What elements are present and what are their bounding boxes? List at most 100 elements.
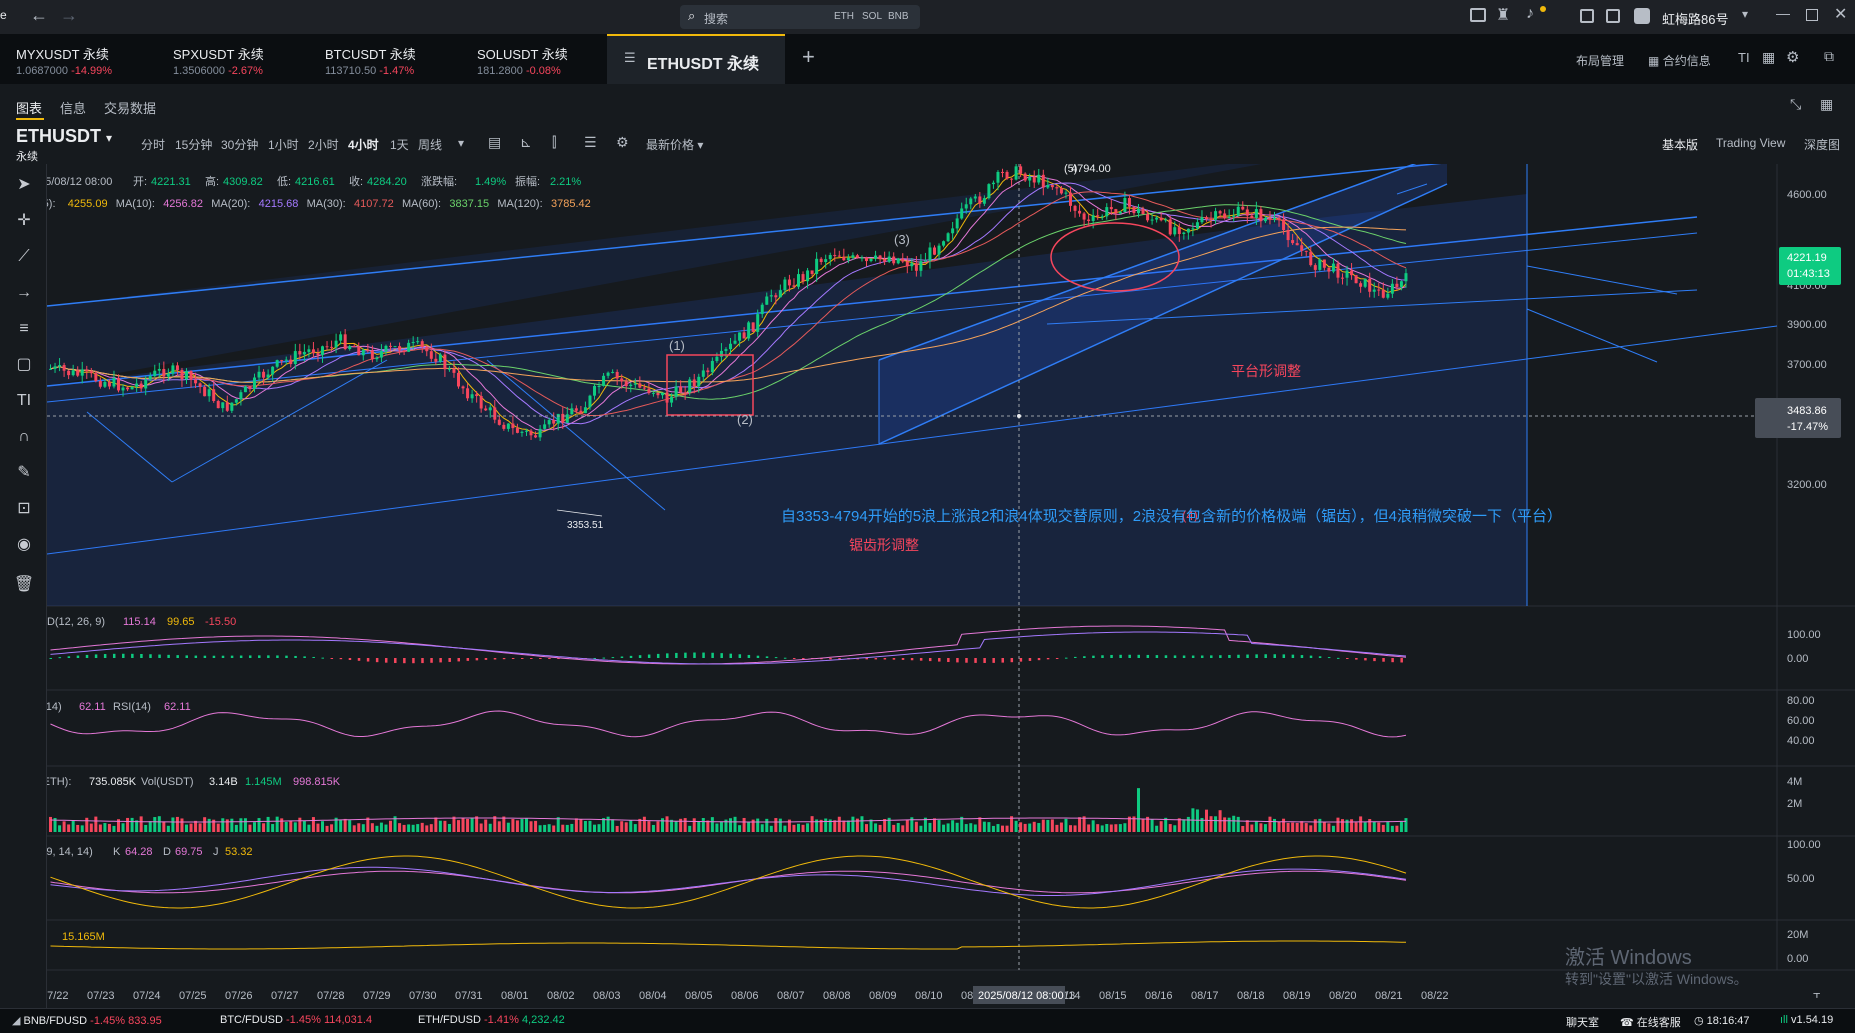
ohlc-open-label: 开: bbox=[133, 176, 147, 188]
text-icon[interactable]: TI bbox=[16, 392, 32, 409]
tab-ethusdt-active[interactable]: ☰ ETHUSDT 永续 bbox=[607, 34, 785, 84]
ma-legend-label: MA(60): bbox=[402, 198, 441, 210]
lamp-icon[interactable]: ♜ bbox=[1496, 7, 1511, 24]
ticker-eth[interactable]: ETH/FDUSD -1.41% 4,232.42 bbox=[418, 1014, 565, 1026]
cursor-icon[interactable]: ➤ bbox=[17, 176, 31, 193]
search-chip-bnb[interactable]: BNB bbox=[888, 11, 909, 22]
macd-bar bbox=[820, 658, 823, 660]
wallet-icon[interactable] bbox=[1580, 9, 1594, 23]
volume-bar bbox=[80, 825, 84, 832]
eye-icon[interactable]: ◉ bbox=[17, 536, 31, 553]
close-icon[interactable]: ✕ bbox=[1834, 6, 1848, 23]
fib-icon[interactable]: ≡ bbox=[19, 320, 29, 337]
view-tradingview[interactable]: Trading View bbox=[1716, 136, 1786, 150]
forward-arrow-icon[interactable]: → bbox=[60, 5, 78, 25]
ma-legend-label: MA(30): bbox=[307, 198, 346, 210]
avatar[interactable] bbox=[1634, 8, 1650, 24]
magnet-icon[interactable]: ∩ bbox=[18, 428, 30, 445]
candle-type-icon[interactable]: ⫿ bbox=[552, 134, 557, 150]
macd-bar bbox=[874, 658, 878, 660]
candle-body bbox=[393, 346, 397, 348]
chat-room-button[interactable]: 聊天室 bbox=[1566, 1017, 1599, 1029]
user-name[interactable]: 虹梅路86号 bbox=[1662, 12, 1729, 27]
screen-icon[interactable] bbox=[1470, 8, 1486, 22]
collapse-icon[interactable]: ⤡ bbox=[1790, 96, 1802, 112]
text-tool-icon[interactable]: TI bbox=[1738, 50, 1750, 65]
support-button[interactable]: ☎ 在线客服 bbox=[1620, 1014, 1681, 1030]
timeframe-2h[interactable]: 2小时 bbox=[308, 138, 339, 152]
trash-icon[interactable]: 🗑 bbox=[13, 576, 35, 593]
orders-icon[interactable] bbox=[1606, 9, 1620, 23]
macd-bar bbox=[112, 653, 116, 658]
subtab-info[interactable]: 信息 bbox=[60, 101, 87, 116]
calendar-icon[interactable]: ▤ bbox=[488, 134, 502, 150]
rising-channel-upper bbox=[878, 164, 1417, 361]
macd-bar bbox=[1309, 655, 1313, 658]
search-chip-sol[interactable]: SOL bbox=[862, 11, 883, 22]
minimize-icon[interactable]: — bbox=[1776, 5, 1790, 21]
shape-icon[interactable]: ▢ bbox=[16, 356, 32, 373]
timeframe-weekly[interactable]: 周线 bbox=[418, 138, 443, 152]
add-tab-icon[interactable]: + bbox=[802, 44, 815, 69]
subtab-chart[interactable]: 图表 bbox=[16, 101, 43, 116]
lock-icon[interactable]: ⊡ bbox=[17, 500, 31, 517]
tab-solusdt[interactable]: SOLUSDT 永续 181.2800 -0.08% bbox=[461, 34, 611, 84]
search-box[interactable]: ⌕ 搜索 ETH SOL BNB bbox=[680, 5, 920, 29]
contract-info-button[interactable]: ▦ 合约信息 bbox=[1648, 52, 1711, 69]
tab-btcusdt[interactable]: BTCUSDT 永续 113710.50 -1.47% bbox=[309, 34, 459, 84]
macd-bar bbox=[1300, 655, 1304, 658]
volume-bar bbox=[175, 816, 179, 832]
macd-bar bbox=[239, 655, 243, 658]
pullback-line-3 bbox=[486, 359, 666, 511]
user-dropdown-icon[interactable]: ▾ bbox=[1742, 7, 1749, 21]
macd-bar bbox=[1291, 654, 1295, 658]
tab-spxusdt[interactable]: SPXUSDT 永续 1.3506000 -2.67% bbox=[157, 34, 307, 84]
timeframe-1d[interactable]: 1天 bbox=[390, 138, 409, 152]
timeframe-30m[interactable]: 30分钟 bbox=[221, 138, 259, 152]
chart-area[interactable]: (1) (2) (3) (4) 4794.00 (5) bbox=[47, 164, 1855, 1008]
panels-icon[interactable]: ▦ bbox=[1820, 96, 1834, 112]
ray-icon[interactable]: → bbox=[16, 284, 32, 301]
view-basic[interactable]: 基本版 bbox=[1662, 138, 1699, 152]
indicator-icon[interactable]: ⊾ bbox=[520, 134, 532, 150]
search-input[interactable]: 搜索 bbox=[704, 12, 729, 26]
volume-bar bbox=[89, 823, 93, 832]
popout-icon[interactable]: ⧉ bbox=[1824, 48, 1834, 64]
timeframe-4h-active[interactable]: 4小时 bbox=[348, 138, 379, 152]
back-arrow-icon[interactable]: ← bbox=[30, 5, 48, 25]
view-depth[interactable]: 深度图 bbox=[1804, 138, 1841, 152]
macd-bar bbox=[384, 658, 388, 663]
subtab-trade-data[interactable]: 交易数据 bbox=[104, 101, 157, 116]
time-tick: 07/25 bbox=[179, 990, 207, 1002]
price-type-select[interactable]: 最新价格 ▾ bbox=[646, 136, 703, 153]
axis-settings-icon[interactable]: ⫟ bbox=[1813, 986, 1821, 1001]
volume-bar bbox=[162, 821, 166, 832]
maximize-icon[interactable] bbox=[1806, 9, 1818, 21]
timeframe-fenshi[interactable]: 分时 bbox=[141, 138, 166, 152]
volume-bar bbox=[1295, 822, 1299, 832]
macd-bar bbox=[185, 655, 188, 658]
search-chip-eth[interactable]: ETH bbox=[834, 11, 854, 22]
ma-legend-label: MA(10): bbox=[116, 198, 155, 210]
grid-icon[interactable]: ▦ bbox=[1762, 49, 1776, 65]
timeframe-more-icon[interactable]: ▾ bbox=[458, 136, 465, 150]
bell-icon[interactable]: ♪ bbox=[1526, 5, 1534, 22]
ticker-btc[interactable]: BTC/FDUSD -1.45% 114,031.4 bbox=[220, 1014, 372, 1026]
candle-body bbox=[783, 279, 787, 291]
timeframe-15m[interactable]: 15分钟 bbox=[175, 138, 213, 152]
ticker-bnb[interactable]: ◢ BNB/FDUSD -1.45% 833.95 bbox=[12, 1014, 162, 1027]
candle-body bbox=[733, 340, 737, 344]
candle-body bbox=[1087, 219, 1091, 221]
symbol-selector[interactable]: ETHUSDT ▾ bbox=[16, 126, 112, 147]
template-icon[interactable]: ☰ bbox=[584, 134, 597, 150]
layout-manage-button[interactable]: 布局管理 bbox=[1576, 54, 1625, 68]
gear-icon[interactable]: ⚙ bbox=[1786, 49, 1800, 66]
vol-axis-4m: 4M bbox=[1787, 776, 1802, 788]
timeframe-1h[interactable]: 1小时 bbox=[268, 138, 299, 152]
chart-settings-icon[interactable]: ⚙ bbox=[616, 134, 629, 150]
crosshair-icon[interactable]: ✛ bbox=[17, 212, 31, 229]
tab-myxusdt[interactable]: MYXUSDT 永续 1.0687000 -14.99% bbox=[0, 34, 150, 84]
pencil-icon[interactable]: ✎ bbox=[17, 464, 31, 481]
macd-bar bbox=[76, 655, 80, 658]
trendline-icon[interactable]: ⟋ bbox=[18, 248, 30, 265]
